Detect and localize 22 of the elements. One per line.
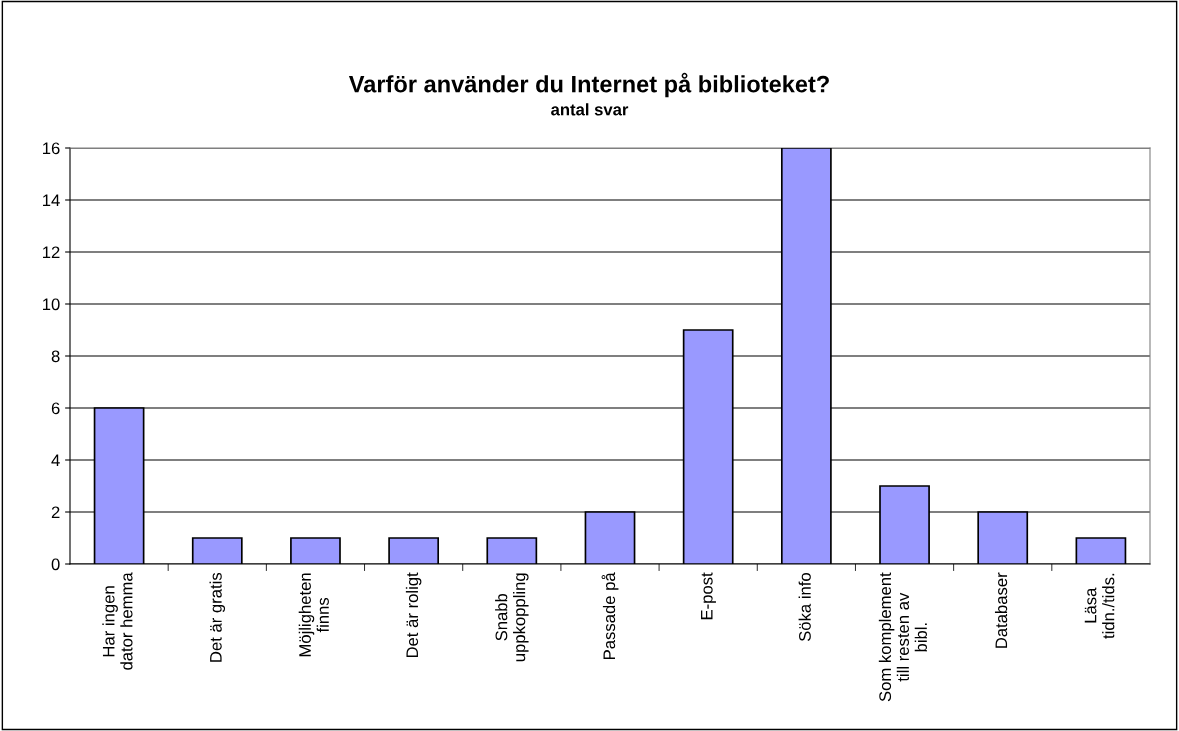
y-tick-label: 12 <box>43 246 60 259</box>
x-tick-label: Har ingen dator hemma <box>102 572 133 670</box>
x-tick-label: Det är gratis <box>209 572 226 662</box>
x-tick-label: Det är roligt <box>405 572 422 658</box>
x-tick-label: Databaser <box>994 572 1008 648</box>
x-tick-label: Söka info <box>798 573 811 642</box>
x-tick-label: Möjligheten finns <box>298 573 329 657</box>
x-tick-label: Läsa tidn./tids. <box>1084 573 1115 639</box>
y-tick-label: 6 <box>51 402 60 415</box>
chart-title: Varför använder du Internet på biblioteket? <box>348 72 829 98</box>
y-tick-label: 10 <box>43 298 60 311</box>
x-tick-label: Snabb uppkoppling <box>495 573 529 662</box>
chart-subtitle: antal svar <box>551 103 629 116</box>
x-tick-label: Som komplement till resten av bibl. <box>878 572 927 702</box>
y-tick-label: 2 <box>51 506 60 519</box>
y-tick-label: 4 <box>51 454 60 467</box>
x-tick-label: E-post <box>701 572 716 620</box>
y-tick-label: 0 <box>51 558 60 571</box>
x-tick-label: Passade på <box>601 572 619 659</box>
y-tick-label: 8 <box>51 350 60 363</box>
y-tick-label: 16 <box>43 142 60 155</box>
y-tick-label: 14 <box>43 194 60 207</box>
